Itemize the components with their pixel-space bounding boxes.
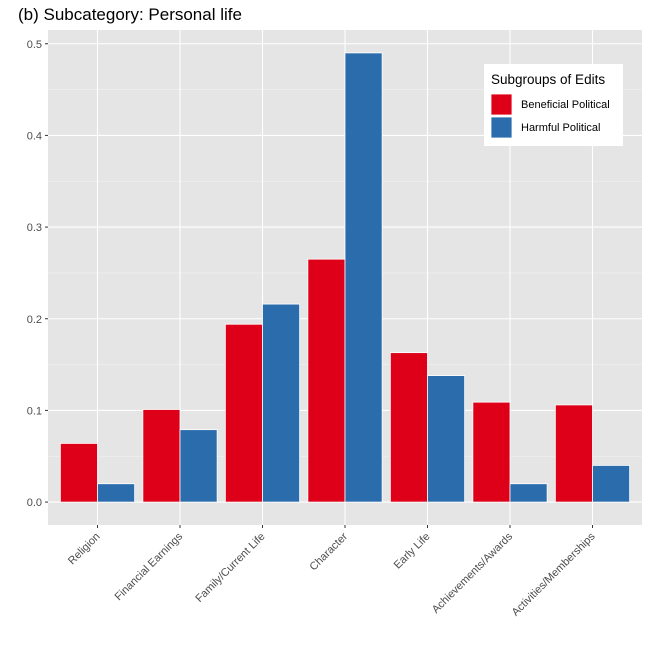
x-tick-label: Early Life — [392, 531, 433, 572]
bar — [307, 258, 346, 503]
x-axis: Religion Financial Earnings Family/Current… — [66, 525, 598, 619]
x-tick-label: Religion — [66, 531, 103, 568]
y-tick-label: 0.1 — [27, 405, 42, 417]
bar — [97, 483, 136, 503]
y-tick-label: 0.3 — [27, 222, 42, 234]
x-tick-label: Financial Earnings — [113, 530, 186, 603]
legend-label: Beneficial Political — [521, 99, 610, 111]
y-tick-label: 0.0 — [27, 497, 42, 509]
bar — [59, 443, 98, 503]
legend: Subgroups of Edits Beneficial Political H… — [484, 64, 623, 146]
y-axis: 0.0 0.1 0.2 0.3 0.4 0.5 — [27, 39, 48, 509]
x-tick-label: Character — [307, 530, 350, 573]
bar — [344, 52, 383, 503]
bar — [262, 303, 301, 503]
legend-key — [490, 93, 513, 116]
bar — [142, 409, 181, 503]
legend-key — [490, 116, 513, 139]
bar — [224, 323, 263, 503]
y-tick-label: 0.5 — [27, 39, 42, 51]
x-tick-label: Activities/Memberships — [510, 530, 598, 618]
bar — [509, 483, 548, 503]
legend-title: Subgroups of Edits — [491, 72, 605, 87]
chart-title: (b) Subcategory: Personal life — [18, 5, 242, 24]
y-tick-label: 0.2 — [27, 314, 42, 326]
bar — [592, 465, 631, 503]
bar — [554, 404, 593, 503]
bar — [472, 401, 511, 503]
x-tick-label: Achievements/Awards — [430, 530, 516, 616]
legend-label: Harmful Political — [521, 122, 600, 134]
x-tick-label: Family/Current Life — [193, 531, 267, 605]
bars — [59, 52, 631, 503]
y-tick-label: 0.4 — [27, 130, 42, 142]
bar — [427, 375, 466, 503]
bar — [389, 352, 428, 503]
bar — [179, 429, 218, 503]
legend-items: Beneficial Political Harmful Political — [490, 93, 610, 139]
